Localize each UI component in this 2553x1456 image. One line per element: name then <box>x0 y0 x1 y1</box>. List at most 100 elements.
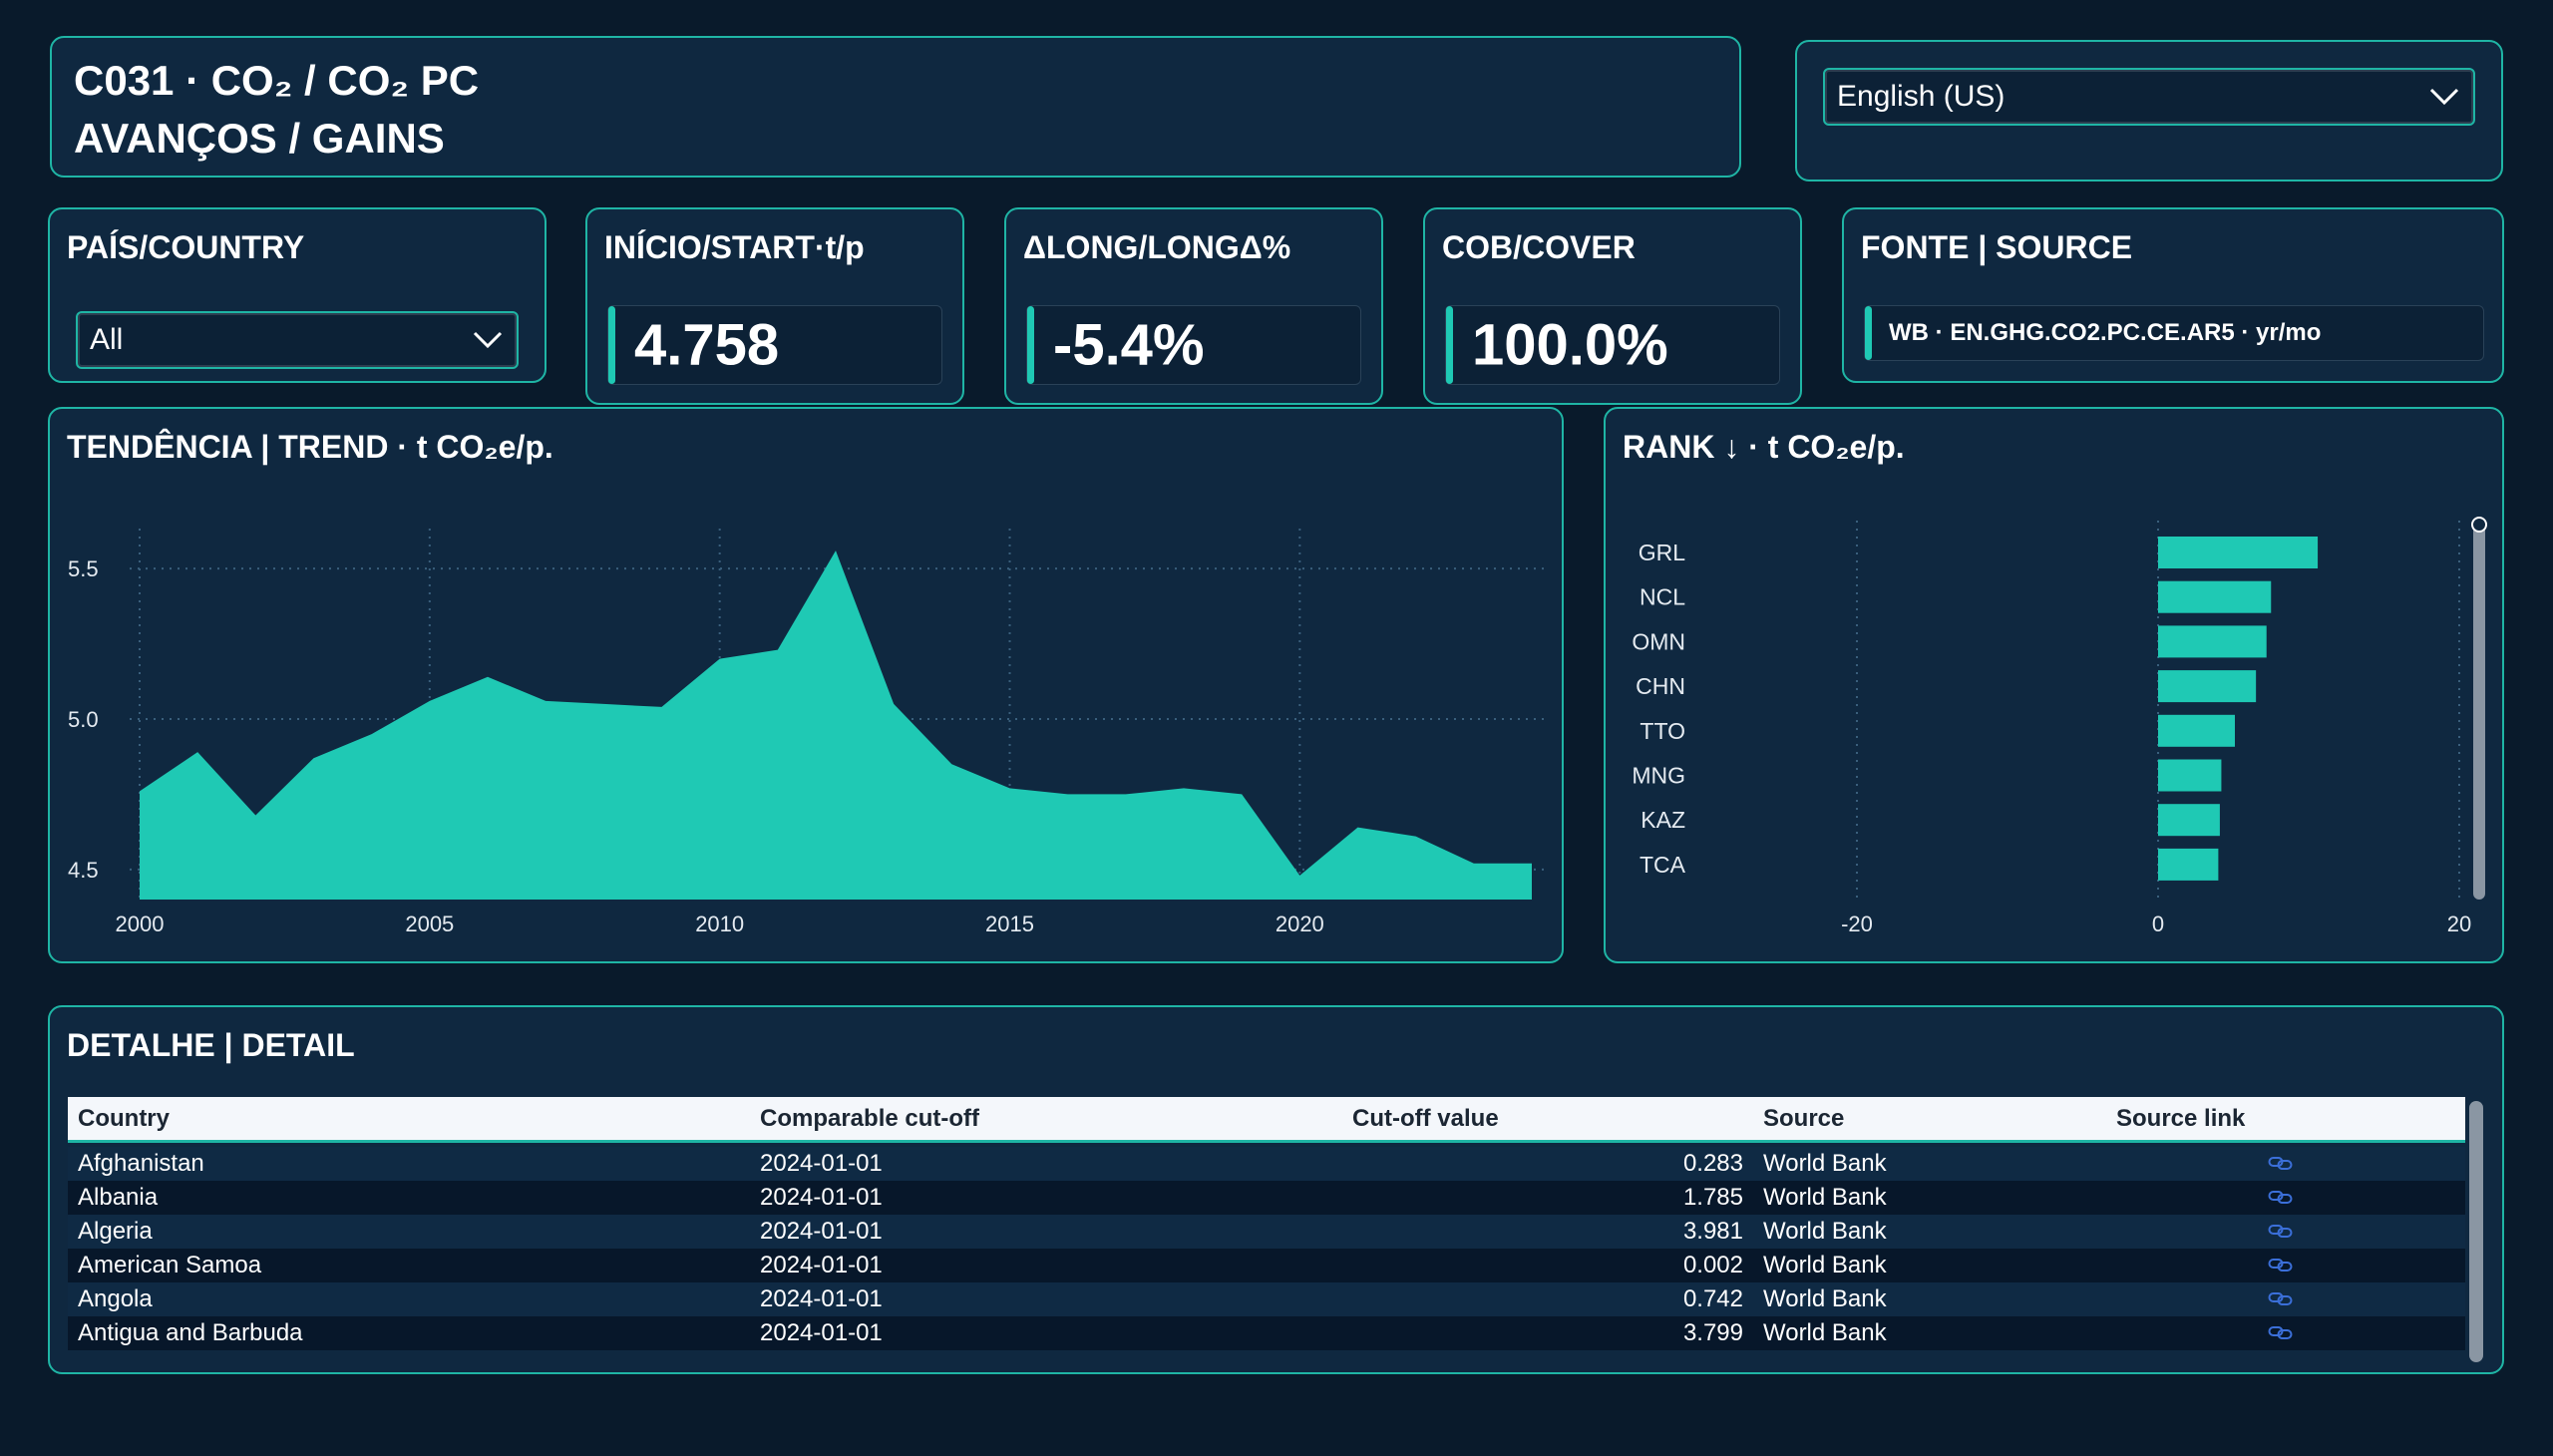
trend-x-tick: 2010 <box>695 911 744 936</box>
cell-cutoff: 2024-01-01 <box>760 1285 883 1312</box>
kpi-long-value: -5.4% <box>1053 312 1205 378</box>
col-source[interactable]: Source <box>1763 1104 1845 1132</box>
source-box: WB · EN.GHG.CO2.PC.CE.AR5 · yr/mo <box>1864 305 2484 361</box>
cell-cutoff: 2024-01-01 <box>760 1218 883 1245</box>
table-row[interactable]: Afghanistan 2024-01-01 World Bank 0.283 <box>68 1147 2465 1181</box>
language-card: English (US) <box>1795 40 2503 182</box>
rank-category-label: OMN <box>1632 628 1685 654</box>
link-icon[interactable] <box>2268 1218 2294 1246</box>
link-icon[interactable] <box>2268 1285 2294 1313</box>
kpi-start-value: 4.758 <box>634 312 780 378</box>
rank-bar[interactable] <box>2158 759 2222 792</box>
link-icon[interactable] <box>2268 1252 2294 1279</box>
rank-bar[interactable] <box>2158 714 2236 747</box>
kpi-accent-bar <box>608 306 615 384</box>
col-value[interactable]: Cut-off value <box>1352 1104 1499 1132</box>
rank-bar[interactable] <box>2158 625 2267 658</box>
country-filter-card: PAÍS/COUNTRY All <box>48 207 547 383</box>
rank-category-label: TTO <box>1640 718 1685 744</box>
rank-x-tick: -20 <box>1841 911 1873 936</box>
cell-country: Afghanistan <box>78 1150 204 1177</box>
cell-source: World Bank <box>1763 1150 1887 1177</box>
cell-country: Algeria <box>78 1218 153 1245</box>
link-icon[interactable] <box>2268 1150 2294 1178</box>
rank-scrollbar[interactable] <box>2473 521 2485 900</box>
table-scrollbar[interactable] <box>2469 1101 2483 1362</box>
rank-bar[interactable] <box>2158 848 2219 881</box>
cell-source: World Bank <box>1763 1218 1887 1245</box>
cell-country: American Samoa <box>78 1252 262 1278</box>
rank-category-label: GRL <box>1639 540 1686 565</box>
source-title: FONTE | SOURCE <box>1861 229 2133 265</box>
cell-country: Albania <box>78 1184 159 1211</box>
rank-title: RANK ↓ · t CO₂e/p. <box>1623 429 1905 465</box>
rank-bar[interactable] <box>2158 670 2257 703</box>
table-row[interactable]: Albania 2024-01-01 World Bank 1.785 <box>68 1181 2465 1215</box>
table-row[interactable]: Angola 2024-01-01 World Bank 0.742 <box>68 1282 2465 1316</box>
kpi-start-title: INÍCIO/START·t/p <box>604 229 865 265</box>
source-value: WB · EN.GHG.CO2.PC.CE.AR5 · yr/mo <box>1889 319 2322 346</box>
rank-chart: -20 0 20 GRL NCL OMN CHN TTO MNG KAZ TCA <box>1632 521 2471 936</box>
table-row[interactable]: Antigua and Barbuda 2024-01-01 World Bank 3… <box>68 1316 2465 1350</box>
report-subtitle: AVANÇOS / GAINS <box>74 115 445 162</box>
cell-source: World Bank <box>1763 1252 1887 1278</box>
cell-value: 3.981 <box>1682 1218 1743 1245</box>
link-icon[interactable] <box>2268 1319 2294 1347</box>
cell-country: Antigua and Barbuda <box>78 1319 303 1346</box>
table-header: Country Comparable cut-off Cut-off value… <box>68 1097 2465 1143</box>
kpi-start-box: 4.758 <box>607 305 942 385</box>
kpi-cover-card: COB/COVER 100.0% <box>1423 207 1802 405</box>
kpi-cover-box: 100.0% <box>1445 305 1780 385</box>
col-link[interactable]: Source link <box>2116 1104 2246 1132</box>
col-country[interactable]: Country <box>78 1104 170 1132</box>
trend-area <box>140 550 1532 900</box>
country-filter-title: PAÍS/COUNTRY <box>67 229 305 265</box>
table-row[interactable]: Algeria 2024-01-01 World Bank 3.981 <box>68 1215 2465 1249</box>
rank-category-label: CHN <box>1636 673 1685 699</box>
source-card: FONTE | SOURCE WB · EN.GHG.CO2.PC.CE.AR5… <box>1842 207 2504 383</box>
cell-cutoff: 2024-01-01 <box>760 1150 883 1177</box>
cell-source: World Bank <box>1763 1319 1887 1346</box>
kpi-start-card: INÍCIO/START·t/p 4.758 <box>585 207 964 405</box>
trend-chart: 4.5 5.0 5.5 2000 2005 2010 2015 2020 <box>68 529 1546 936</box>
trend-x-tick: 2020 <box>1276 911 1324 936</box>
cell-cutoff: 2024-01-01 <box>760 1319 883 1346</box>
cell-value: 0.283 <box>1682 1150 1743 1177</box>
trend-x-tick: 2015 <box>985 911 1034 936</box>
trend-x-tick: 2000 <box>116 911 165 936</box>
chevron-down-icon <box>2429 88 2459 106</box>
rank-card: RANK ↓ · t CO₂e/p. -20 0 20 GRL NCL OMN CHN TTO… <box>1604 407 2504 963</box>
language-dropdown[interactable]: English (US) <box>1823 68 2475 126</box>
cell-value: 0.742 <box>1682 1285 1743 1312</box>
language-value: English (US) <box>1837 80 2006 113</box>
rank-category-label: TCA <box>1640 852 1686 878</box>
rank-bar[interactable] <box>2158 537 2319 568</box>
cell-source: World Bank <box>1763 1184 1887 1211</box>
trend-x-tick: 2005 <box>405 911 454 936</box>
rank-bar[interactable] <box>2158 804 2220 837</box>
col-cutoff[interactable]: Comparable cut-off <box>760 1104 980 1132</box>
country-value: All <box>90 323 124 356</box>
kpi-accent-bar <box>1446 306 1453 384</box>
trend-card: TENDÊNCIA | TREND · t CO₂e/p. 4.5 5.0 5.5 2… <box>48 407 1564 963</box>
kpi-long-card: ΔLONG/LONGΔ% -5.4% <box>1004 207 1383 405</box>
trend-y-tick: 4.5 <box>68 858 99 883</box>
rank-scroll-knob[interactable] <box>2471 517 2487 533</box>
kpi-accent-bar <box>1027 306 1034 384</box>
cell-cutoff: 2024-01-01 <box>760 1252 883 1278</box>
rank-category-label: MNG <box>1632 763 1685 789</box>
kpi-long-title: ΔLONG/LONGΔ% <box>1023 229 1291 265</box>
rank-bar[interactable] <box>2158 580 2272 613</box>
cell-source: World Bank <box>1763 1285 1887 1312</box>
rank-category-label: NCL <box>1640 584 1685 610</box>
country-dropdown[interactable]: All <box>76 311 519 369</box>
chevron-down-icon <box>473 331 503 349</box>
kpi-cover-title: COB/COVER <box>1442 229 1636 265</box>
link-icon[interactable] <box>2268 1184 2294 1212</box>
trend-title: TENDÊNCIA | TREND · t CO₂e/p. <box>67 429 553 465</box>
header-card: C031 · CO₂ / CO₂ PC AVANÇOS / GAINS <box>50 36 1741 178</box>
kpi-long-box: -5.4% <box>1026 305 1361 385</box>
table-row[interactable]: American Samoa 2024-01-01 World Bank 0.002 <box>68 1249 2465 1282</box>
report-title: C031 · CO₂ / CO₂ PC <box>74 57 480 104</box>
detail-title: DETALHE | DETAIL <box>67 1027 355 1063</box>
